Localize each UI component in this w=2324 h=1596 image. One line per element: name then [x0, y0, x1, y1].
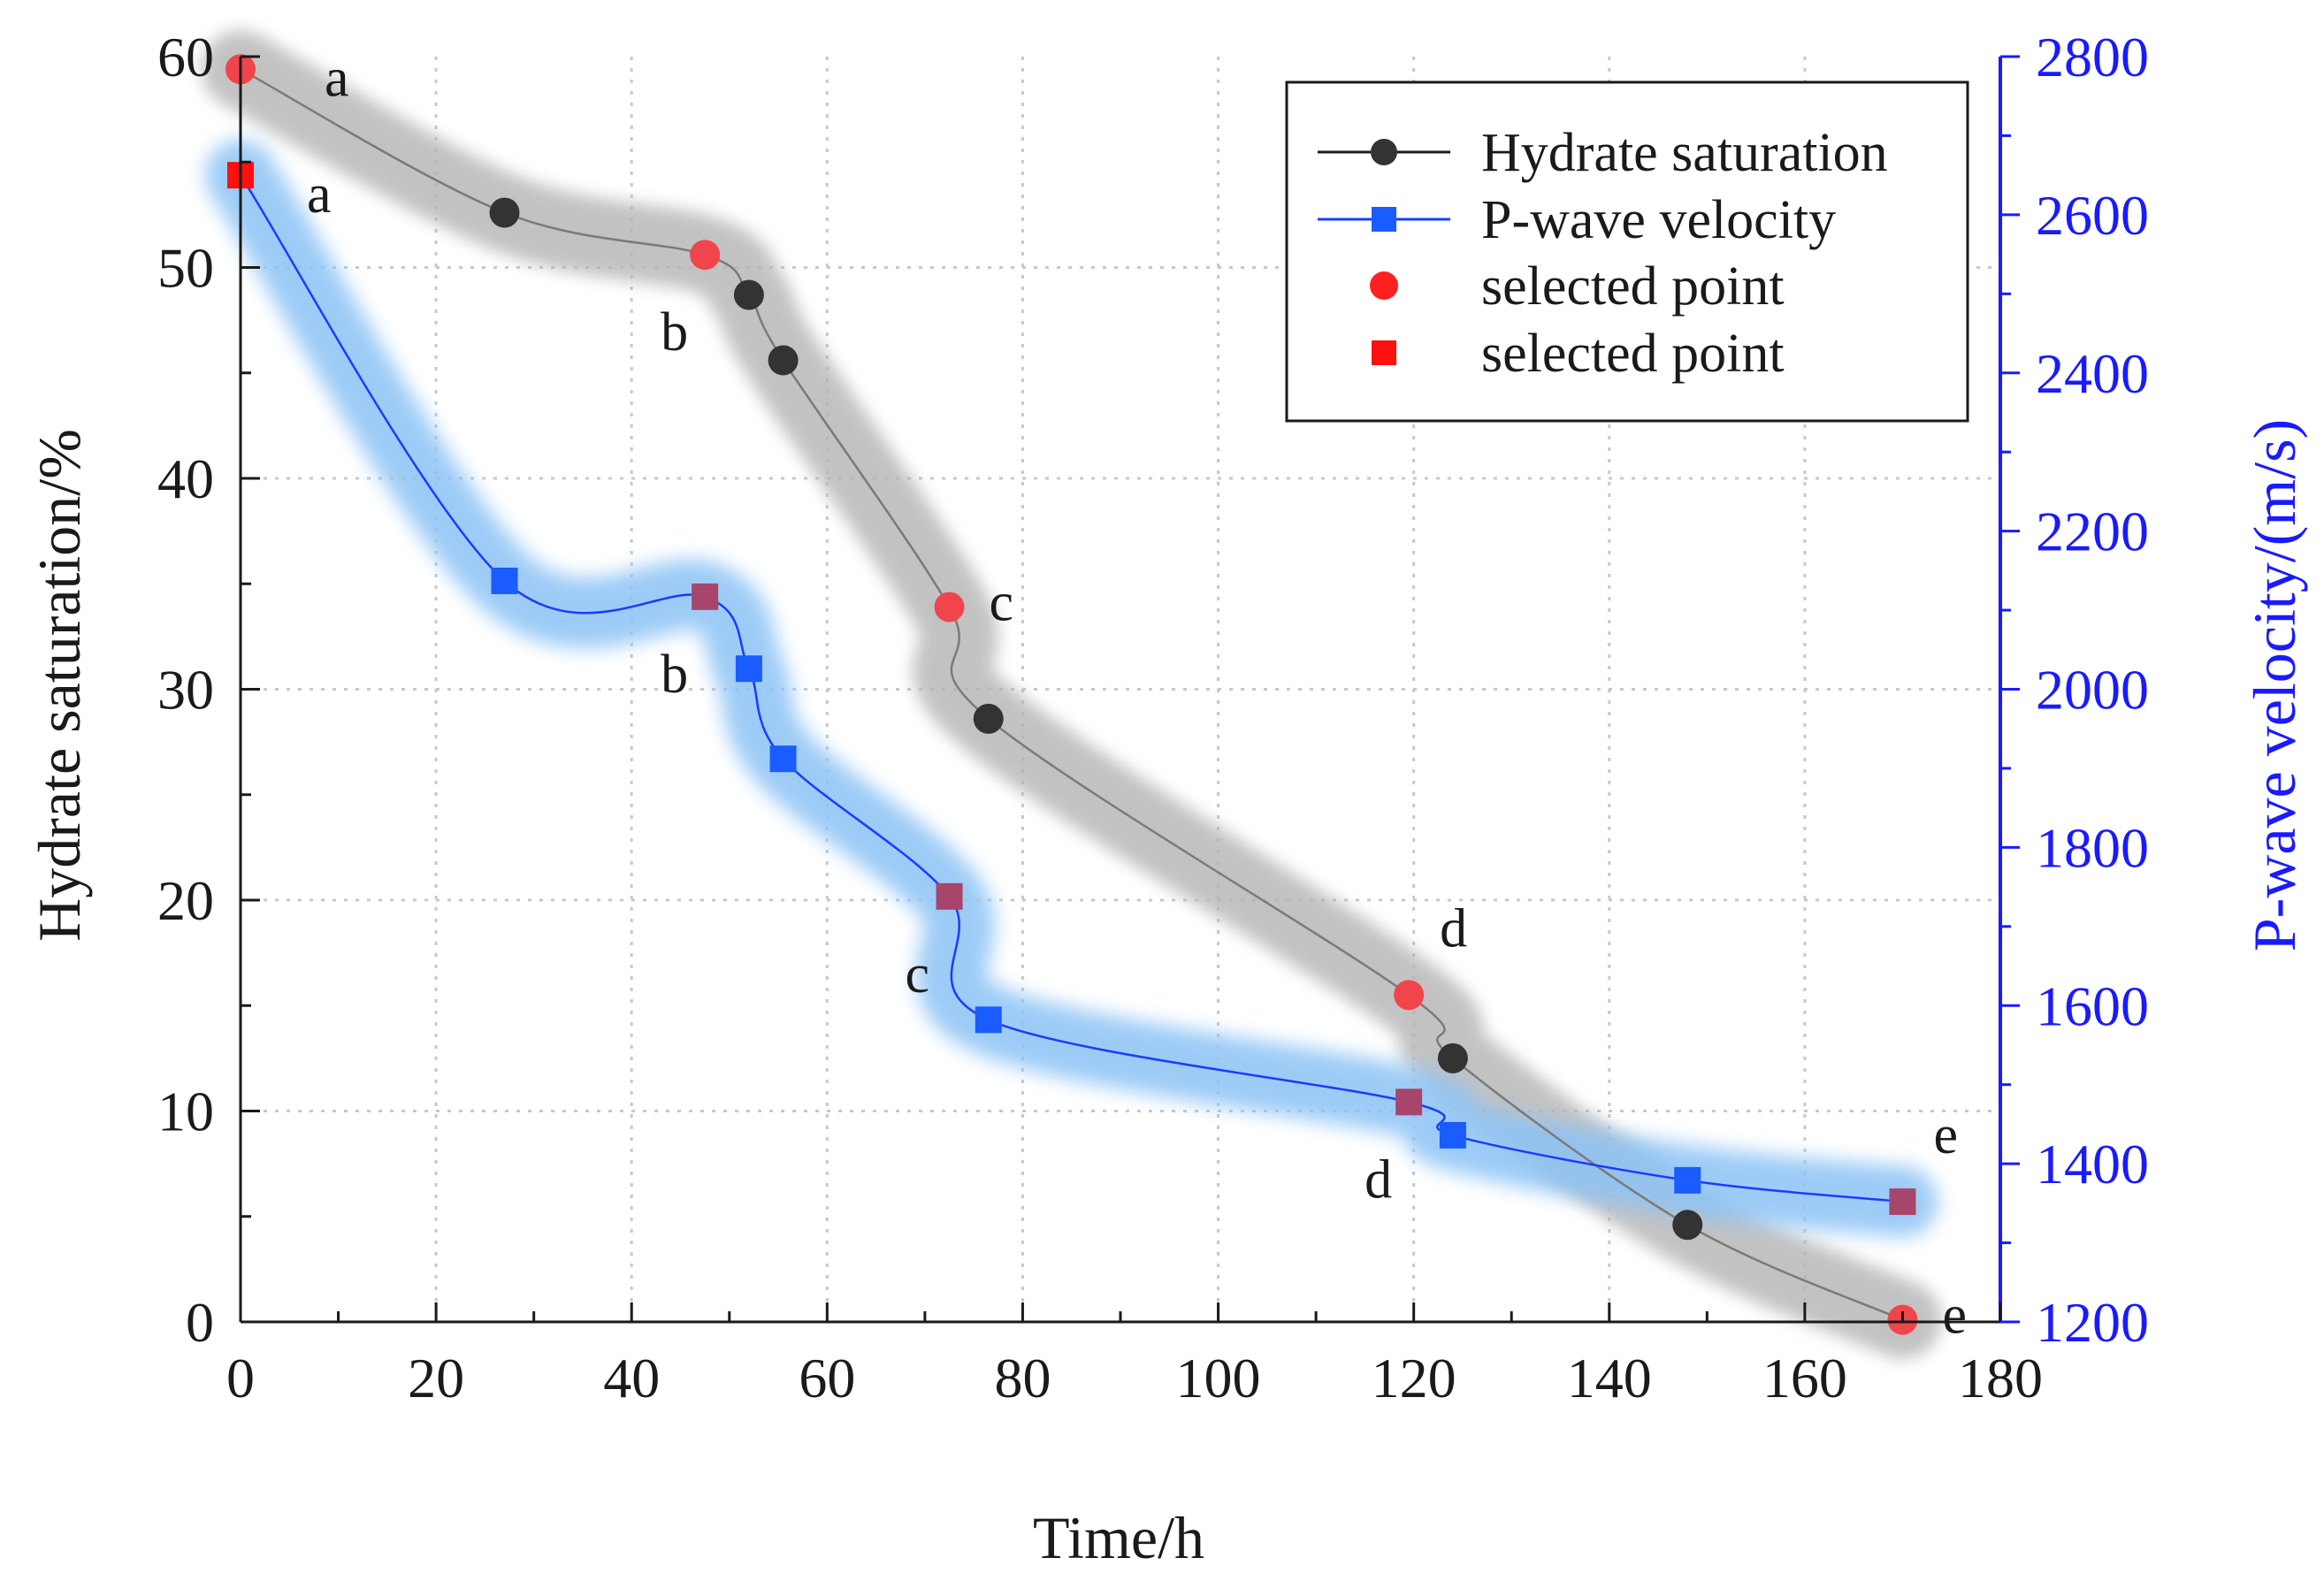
y-left-tick-label-20: 20 — [157, 869, 214, 932]
selected-point-pwave-7 — [1395, 1088, 1423, 1116]
point-label-pwave-e: e — [1933, 1105, 1958, 1165]
selected-point-hydrate-7 — [1394, 980, 1425, 1011]
axes — [239, 55, 2020, 1324]
y-left-tick-label-60: 60 — [157, 26, 214, 88]
y-right-tick-label-2000: 2000 — [2036, 659, 2149, 722]
point-label-pwave-a: a — [307, 164, 332, 225]
point-label-hydrate-c: c — [990, 572, 1014, 632]
point-labels: a b c d e a b c d e — [307, 48, 1967, 1345]
point-hydrate-9 — [1672, 1210, 1703, 1241]
legend-label-selected-circle: selected point — [1481, 256, 1785, 317]
x-tick-label-140: 140 — [1567, 1347, 1652, 1409]
x-tick-label-80: 80 — [994, 1347, 1051, 1409]
left-y-axis-title: Hydrate saturation/% — [26, 429, 93, 942]
x-axis-title: Time/h — [1033, 1504, 1204, 1571]
y-left-tick-label-0: 0 — [186, 1291, 214, 1354]
legend-label-hydrate: Hydrate saturation — [1481, 123, 1888, 183]
legend-marker-hydrate — [1371, 139, 1397, 165]
right-y-axis-title: P-wave velocity/(m/s) — [2241, 419, 2308, 951]
x-tick-label-60: 60 — [799, 1347, 855, 1409]
y-right-tick-label-2400: 2400 — [2036, 342, 2149, 405]
legend: Hydrate saturation P-wave velocity selec… — [1285, 80, 1969, 423]
point-hydrate-3 — [733, 279, 764, 310]
series-markers — [226, 54, 1918, 1335]
point-label-pwave-b: b — [661, 645, 688, 705]
x-tick-label-180: 180 — [1958, 1347, 2043, 1409]
legend-marker-selected-square — [1372, 340, 1396, 365]
point-pwave-1 — [491, 567, 518, 594]
x-tick-label-20: 20 — [408, 1347, 464, 1409]
y-right-tick-label-2600: 2600 — [2036, 184, 2149, 247]
selected-point-hydrate-2 — [690, 240, 721, 271]
point-label-hydrate-d: d — [1440, 898, 1467, 958]
point-label-hydrate-a: a — [325, 48, 349, 108]
y-left-tick-label-10: 10 — [157, 1081, 214, 1143]
point-hydrate-1 — [489, 197, 520, 228]
point-pwave-9 — [1674, 1166, 1701, 1194]
x-tick-label-40: 40 — [603, 1347, 660, 1409]
y-left-tick-label-30: 30 — [157, 659, 214, 722]
y-right-tick-label-1400: 1400 — [2036, 1133, 2149, 1195]
y-right-tick-label-1800: 1800 — [2036, 816, 2149, 879]
tick-labels: 0 20 40 60 80 100 120 140 160 1800102030405060120… — [157, 26, 2149, 1409]
line-pwave — [239, 174, 1903, 1203]
series-lines — [239, 68, 1903, 1321]
point-hydrate-8 — [1437, 1042, 1468, 1073]
point-hydrate-4 — [768, 345, 799, 376]
x-tick-label-0: 0 — [226, 1347, 255, 1409]
line-hydrate — [240, 68, 1903, 1321]
legend-label-selected-square: selected point — [1481, 324, 1785, 384]
legend-frame — [1285, 80, 1969, 423]
point-pwave-3 — [735, 655, 762, 683]
point-hydrate-6 — [973, 703, 1004, 734]
selected-point-hydrate-5 — [934, 592, 965, 622]
legend-label-pwave: P-wave velocity — [1481, 190, 1836, 250]
x-tick-label-120: 120 — [1372, 1347, 1456, 1409]
selected-point-pwave-10 — [1889, 1188, 1916, 1216]
point-label-hydrate-e: e — [1942, 1286, 1967, 1346]
y-right-tick-label-2200: 2200 — [2036, 500, 2149, 563]
legend-marker-pwave — [1372, 207, 1396, 232]
y-left-tick-label-50: 50 — [157, 237, 214, 300]
point-label-pwave-c: c — [906, 944, 930, 1004]
y-left-tick-label-40: 40 — [157, 447, 214, 510]
y-right-tick-label-1200: 1200 — [2036, 1291, 2149, 1354]
y-right-tick-label-2800: 2800 — [2036, 26, 2149, 88]
point-label-pwave-d: d — [1365, 1149, 1392, 1210]
point-pwave-8 — [1439, 1121, 1466, 1149]
point-pwave-4 — [769, 745, 797, 773]
y-right-tick-label-1600: 1600 — [2036, 974, 2149, 1037]
point-label-hydrate-b: b — [661, 302, 688, 363]
x-tick-label-160: 160 — [1762, 1347, 1847, 1409]
selected-point-pwave-2 — [692, 583, 719, 610]
x-tick-label-100: 100 — [1176, 1347, 1261, 1409]
grid-lines — [241, 57, 2000, 1322]
point-pwave-6 — [975, 1006, 1002, 1034]
selected-point-pwave-5 — [936, 882, 963, 910]
legend-marker-selected-circle — [1370, 271, 1398, 300]
